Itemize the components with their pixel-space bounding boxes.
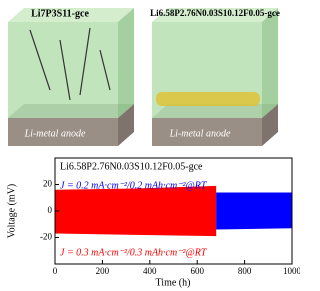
anode-front [152,118,262,146]
dendrites [29,27,111,101]
x-tick-label: 800 [238,266,252,276]
left-label: Li7P3S11-gce [31,8,89,19]
x-tick-label: 1000 [283,266,300,276]
x-tick-label: 200 [96,266,110,276]
electrolyte [8,22,118,118]
right-label: Li6.58P2.76N0.03S10.12F0.05-gce [150,8,280,18]
interphase [156,92,260,106]
voltage-band [55,185,217,237]
y-tick-label: -20 [40,232,52,242]
anode-label: Li-metal anode [24,128,86,139]
legend-label: J = 0.3 mA·cm⁻²/0.3 mAh·cm⁻²@RT [60,247,208,258]
legend-label: J = 0.2 mA·cm⁻²/0.2 mAh·cm⁻²@RT [60,180,208,191]
electrolyte-top [8,8,134,22]
y-tick-label: 20 [43,179,53,189]
y-tick-label: 0 [48,205,53,215]
x-tick-label: 0 [53,266,58,276]
x-tick-label: 400 [143,266,157,276]
illustration: Li7P3S11-gce Li6.58P2.76N0.03S10.12F0.05… [8,8,280,146]
electrolyte-side [262,8,278,118]
figure: Li7P3S11-gce Li6.58P2.76N0.03S10.12F0.05… [6,8,300,288]
annotation: Li6.58P2.76N0.03S10.12F0.05-gce [60,161,203,172]
chart: Voltage (mV) Time (h) Li6.58P2.76N0.03S1… [6,161,203,288]
voltage-band [216,192,292,230]
electrolyte-side [118,8,134,118]
x-axis-label: Time (h) [156,277,191,288]
x-tick-label: 600 [190,266,204,276]
electrolyte-top [152,8,278,22]
anode-front [8,118,118,146]
y-axis-label: Voltage (mV) [6,184,17,239]
anode-label: Li-metal anode [169,128,231,139]
